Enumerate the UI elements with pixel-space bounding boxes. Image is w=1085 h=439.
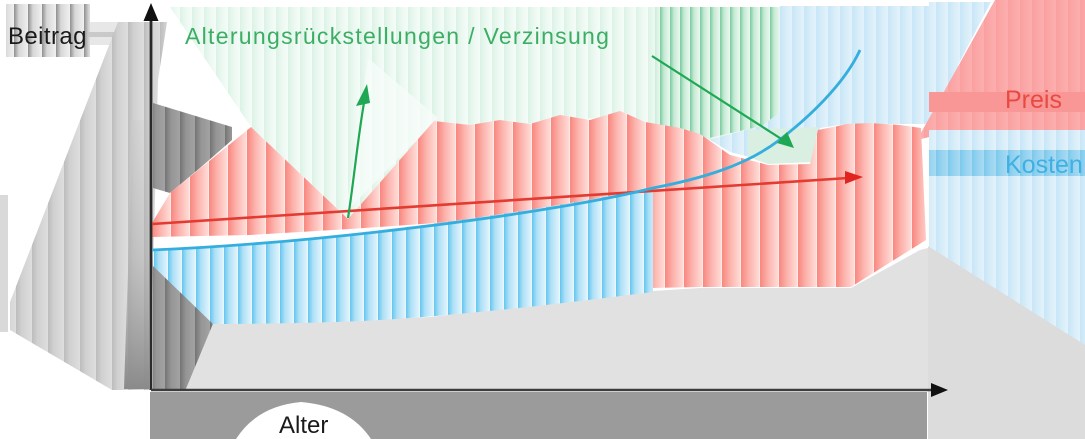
svg-text:Alter: Alter — [279, 412, 328, 439]
svg-text:Alterungsrückstellungen / Verz: Alterungsrückstellungen / Verzinsung — [185, 23, 610, 49]
svg-text:Beitrag: Beitrag — [8, 23, 87, 50]
svg-text:Kosten: Kosten — [1005, 151, 1083, 179]
svg-text:Preis: Preis — [1005, 86, 1062, 114]
